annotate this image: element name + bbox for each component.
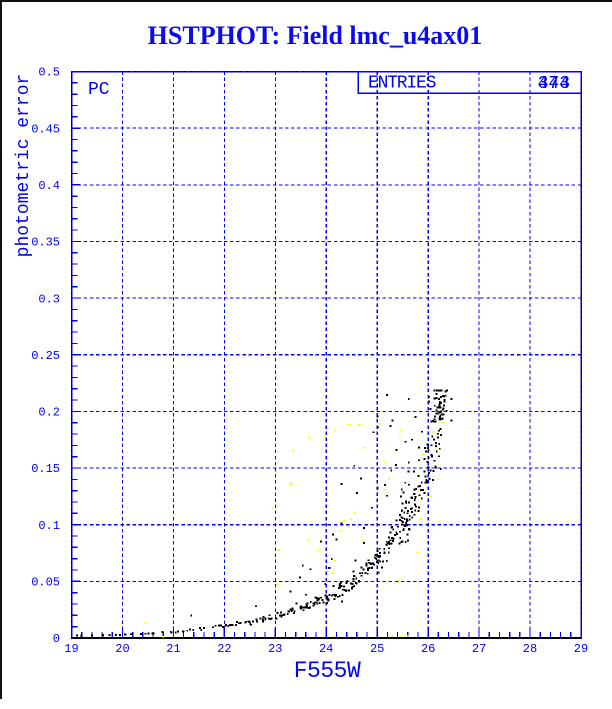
svg-text:0.15: 0.15	[31, 462, 60, 476]
svg-text:0.4: 0.4	[38, 179, 60, 193]
svg-text:19: 19	[64, 642, 78, 656]
svg-text:22: 22	[217, 642, 231, 656]
svg-text:PC: PC	[88, 80, 110, 100]
svg-text:24: 24	[319, 642, 333, 656]
svg-text:373: 373	[538, 74, 570, 94]
svg-text:26: 26	[421, 642, 435, 656]
svg-text:photometric error: photometric error	[14, 74, 34, 258]
svg-text:F555W: F555W	[294, 658, 361, 684]
svg-text:ENTRIES: ENTRIES	[368, 74, 436, 94]
svg-text:27: 27	[472, 642, 486, 656]
svg-text:444: 444	[538, 74, 570, 94]
svg-text:28: 28	[523, 642, 537, 656]
svg-text:20: 20	[115, 642, 129, 656]
svg-text:0.25: 0.25	[31, 349, 60, 363]
svg-text:0.35: 0.35	[31, 236, 60, 250]
svg-text:0: 0	[53, 632, 60, 646]
svg-text:23: 23	[268, 642, 282, 656]
svg-text:0.1: 0.1	[38, 519, 60, 533]
svg-text:29: 29	[574, 642, 588, 656]
svg-text:0.45: 0.45	[31, 122, 60, 136]
svg-text:0.5: 0.5	[38, 66, 60, 80]
svg-text:0.2: 0.2	[38, 406, 60, 420]
svg-text:0.05: 0.05	[31, 576, 60, 590]
svg-text:25: 25	[370, 642, 384, 656]
svg-text:21: 21	[166, 642, 180, 656]
svg-text:0.3: 0.3	[38, 292, 60, 306]
